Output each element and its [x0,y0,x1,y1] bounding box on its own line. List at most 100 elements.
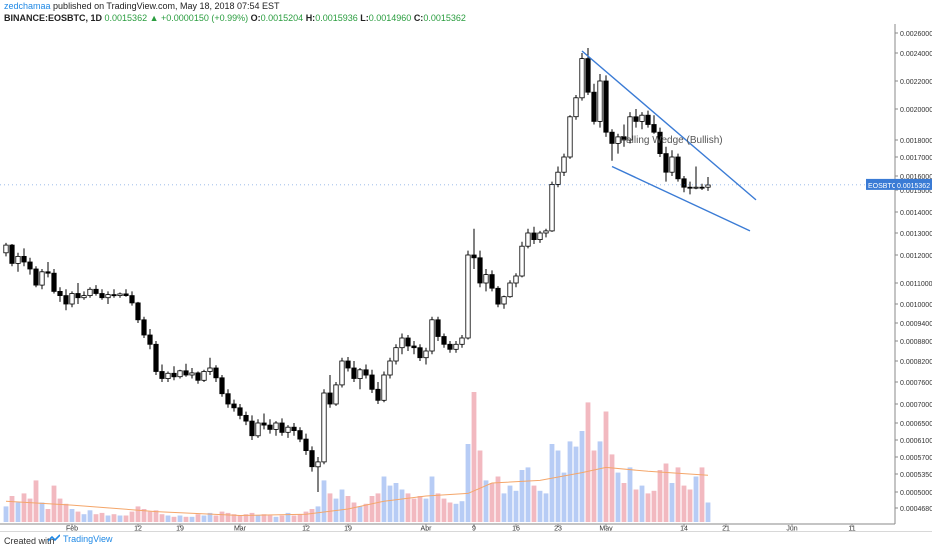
volume-bar [267,515,273,522]
candle-body [543,230,549,234]
candle-body [489,274,495,289]
volume-bar [255,515,261,522]
price-tick-label: 0.0005350 [900,472,932,479]
volume-bar [615,472,621,522]
volume-bar [639,485,645,522]
time-tick-label: 14 [680,526,688,532]
candle-body [495,287,501,305]
low-value: 0.0014960 [368,13,412,23]
volume-bar [477,450,483,522]
candle-body [63,295,69,305]
volume-bar [429,476,435,522]
volume-bar [381,476,387,522]
volume-bar [189,516,195,522]
volume-bar [183,516,189,522]
candle-body [651,124,657,133]
candle-body [99,293,105,299]
plot-area [0,24,895,524]
volume-bar [99,512,105,522]
candle-body [219,377,225,395]
volume-bar [81,514,87,522]
volume-bar [417,496,423,522]
volume-bar [237,515,243,522]
high-label: H: [305,13,316,23]
volume-bar [663,463,669,522]
volume-bar [567,441,573,522]
volume-bar [651,490,657,522]
open-label: O: [250,13,261,23]
candle-body [381,374,387,401]
volume-bar [39,502,45,522]
candle-body [675,156,681,180]
candle-body [591,91,597,122]
volume-bar [669,483,675,522]
candle-body [645,114,651,125]
volume-bar [369,496,375,522]
volume-bar [519,470,525,522]
author-link[interactable]: zedchamaa [4,1,51,11]
volume-bar [57,498,63,522]
volume-bar [327,493,333,522]
price-tick-label: 0.0014000 [900,210,932,217]
candle-body [81,295,87,299]
candle-body [249,420,255,437]
time-tick-label: 11 [848,526,855,532]
candle-body [699,186,705,189]
candle-body [51,272,57,292]
price-tick-label: 0.0009400 [900,321,932,328]
volume-bar [201,515,207,522]
volume-bar [261,514,267,522]
time-tick-label: May [599,526,613,532]
volume-bar [15,502,21,522]
candle-body [93,288,99,294]
candle-body [693,186,699,189]
candle-body [321,392,327,463]
volume-bar [177,515,183,522]
candle-body [285,426,291,433]
candle-body [351,367,357,379]
volume-bar [705,502,711,522]
volume-bar [33,480,39,522]
candle-body [327,392,333,405]
pattern-annotation: Falling Wedge (Bullish) [620,135,723,146]
last-price: 0.0015362 [104,13,148,23]
candle-body [471,254,477,259]
volume-bar [543,493,549,522]
volume-bar [195,514,201,522]
candle-body [411,345,417,349]
price-change: +0.0000150 (+0.99%) [161,13,249,23]
time-tick-label: Apr [421,526,433,532]
candle-body [441,336,447,345]
candle-body [525,232,531,247]
candle-body [621,136,627,141]
volume-bar [153,510,159,522]
volume-bar [321,480,327,522]
candle-body [639,114,645,122]
volume-bar [657,470,663,522]
price-tick-label: 0.0012000 [900,253,932,260]
candle-body [537,232,543,240]
close-value: 0.0015362 [423,13,466,23]
candle-body [633,116,639,122]
candle-body [681,178,687,188]
volume-bar [273,516,279,522]
volume-bar [3,506,9,522]
volume-bar [561,472,567,522]
published-text: published on TradingView.com, May 18, 20… [53,1,280,11]
price-tick-label: 0.0006100 [900,438,932,445]
candle-body [399,337,405,349]
volume-bar [447,502,453,522]
tradingview-brand[interactable]: TradingView [48,534,113,544]
candle-body [315,461,321,468]
candle-body [57,290,63,296]
volume-bar [297,514,303,522]
volume-bar [129,511,135,522]
price-chart[interactable]: Falling Wedge (Bullish) 0.0004680 0.000500… [0,0,932,531]
candle-body [207,367,213,372]
price-tick-label: 0.0016000 [900,174,932,181]
candle-body [363,369,369,376]
price-tick-label: 0.0026000 [900,31,932,38]
volume-bar [147,511,153,522]
candle-body [615,136,621,144]
candle-body [687,186,693,189]
